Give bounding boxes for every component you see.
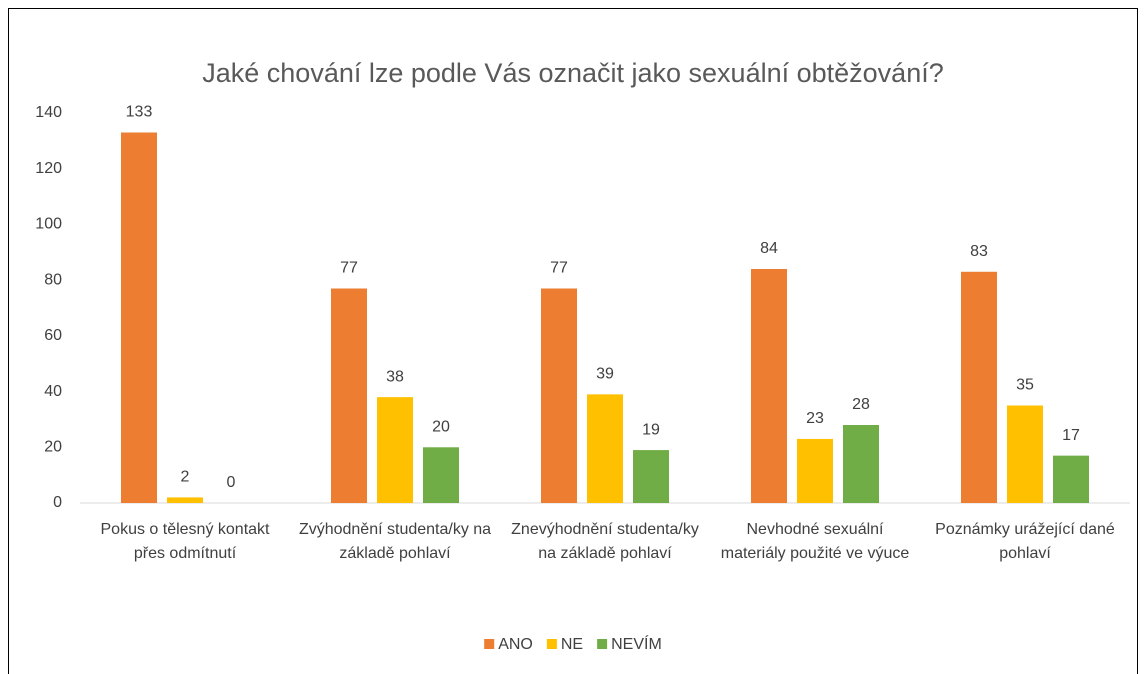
data-label: 83 — [970, 243, 988, 260]
bar — [587, 394, 623, 503]
legend-swatch — [484, 639, 495, 649]
bar — [1053, 455, 1089, 503]
y-tick-label: 40 — [44, 383, 62, 400]
data-label: 19 — [642, 421, 660, 438]
data-label: 133 — [126, 104, 153, 121]
bar — [377, 397, 413, 503]
y-tick-label: 140 — [35, 104, 62, 121]
data-label: 84 — [760, 240, 778, 257]
bar — [633, 450, 669, 503]
data-label: 17 — [1062, 427, 1080, 444]
y-tick-label: 80 — [44, 271, 62, 288]
legend-label: NEVÍM — [611, 634, 662, 653]
bar — [797, 438, 833, 503]
data-label: 77 — [340, 260, 358, 277]
bar — [423, 447, 459, 503]
y-tick-label: 60 — [44, 327, 62, 344]
y-tick-label: 20 — [44, 439, 62, 456]
y-tick-label: 0 — [53, 494, 62, 511]
bar — [1007, 405, 1043, 503]
x-tick-label: Pokus o tělesný kontakt přes odmítnutí — [100, 521, 270, 562]
data-label: 38 — [386, 368, 404, 385]
legend-swatch — [597, 639, 608, 649]
data-label: 28 — [852, 396, 870, 413]
data-label: 35 — [1016, 377, 1034, 394]
x-tick-label: Zvýhodnění studenta/ky na základě pohlav… — [298, 521, 492, 562]
data-label: 23 — [806, 410, 824, 427]
x-tick-label: Znevýhodnění studenta/ky na základě pohl… — [511, 521, 699, 562]
legend-label: ANO — [498, 636, 533, 653]
bar — [121, 132, 157, 503]
y-tick-label: 100 — [35, 216, 62, 233]
bar — [961, 271, 997, 503]
data-label: 77 — [550, 260, 568, 277]
data-label: 20 — [432, 419, 450, 436]
y-tick-label: 120 — [35, 160, 62, 177]
legend-swatch — [546, 639, 557, 649]
bar — [751, 269, 787, 503]
bar — [167, 497, 203, 503]
legend-label: NE — [561, 636, 583, 653]
chart-title: Jaké chování lze podle Vás označit jako … — [202, 58, 943, 88]
frame — [8, 8, 1138, 674]
bar — [331, 288, 367, 503]
data-label: 0 — [227, 474, 236, 491]
x-tick-label: Nevhodné sexuální materiály použité ve v… — [720, 521, 910, 562]
bar — [541, 288, 577, 503]
x-tick-label: Poznámky urážející dané pohlaví — [935, 521, 1115, 562]
data-label: 39 — [596, 366, 614, 383]
bar — [843, 425, 879, 503]
data-label: 2 — [181, 469, 190, 486]
